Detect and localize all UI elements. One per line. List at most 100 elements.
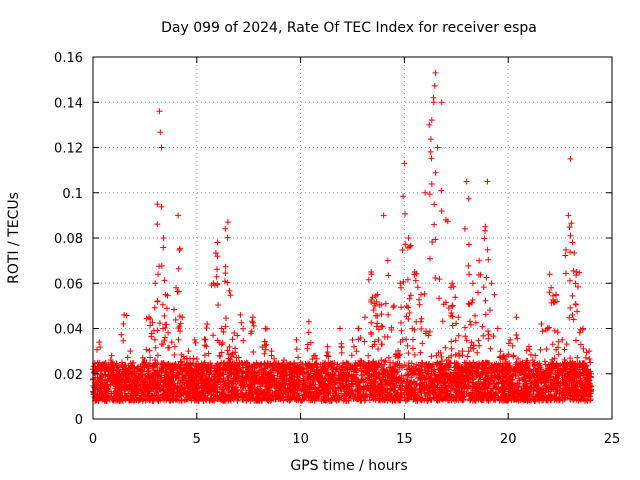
roti-point xyxy=(293,336,300,343)
roti-point xyxy=(588,370,595,377)
roti-point xyxy=(525,343,532,350)
roti-point xyxy=(579,325,586,332)
roti-point xyxy=(156,108,163,115)
x-tick-label: 15 xyxy=(396,432,413,447)
roti-point xyxy=(538,320,545,327)
roti-point xyxy=(108,352,115,359)
roti-point xyxy=(191,336,198,343)
roti-point xyxy=(434,144,441,151)
roti-point xyxy=(397,280,404,287)
roti-point xyxy=(426,121,433,128)
y-tick-label: 0.08 xyxy=(54,232,83,247)
roti-point xyxy=(374,291,381,298)
roti-point xyxy=(488,280,495,287)
y-tick-label: 0.02 xyxy=(54,368,83,383)
roti-point xyxy=(552,291,559,298)
roti-point xyxy=(442,216,449,223)
x-tick-labels: 0 5 10 15 20 25 xyxy=(89,432,620,447)
roti-point xyxy=(262,325,269,332)
roti-point xyxy=(214,239,221,246)
roti-point xyxy=(546,271,553,278)
roti-point xyxy=(160,235,167,241)
roti-point xyxy=(133,375,140,382)
roti-point xyxy=(114,370,121,377)
y-tick-labels: 0 0.02 0.04 0.06 0.08 0.1 0.12 0.14 0.16 xyxy=(54,51,83,428)
roti-scatter-cloud xyxy=(90,82,595,404)
roti-point xyxy=(391,302,398,309)
roti-point xyxy=(168,339,175,346)
x-tick-label: 5 xyxy=(193,432,201,447)
roti-point xyxy=(102,382,109,389)
y-tick-label: 0.1 xyxy=(62,187,83,202)
roti-point xyxy=(401,160,408,167)
roti-point xyxy=(287,375,294,382)
roti-point xyxy=(569,239,576,246)
roti-point xyxy=(501,352,508,359)
roti-point xyxy=(305,318,312,325)
y-tick-label: 0.12 xyxy=(54,142,83,157)
roti-point xyxy=(185,348,192,355)
y-tick-label: 0.04 xyxy=(54,323,83,338)
roti-point xyxy=(139,354,146,361)
roti-point xyxy=(154,201,161,208)
roti-point xyxy=(422,189,429,196)
roti-point xyxy=(127,348,134,355)
roti-point xyxy=(274,366,281,373)
roti-point xyxy=(418,291,425,298)
roti-point xyxy=(224,219,231,226)
roti-point xyxy=(175,212,182,219)
roti-point xyxy=(218,325,225,332)
grid-lines xyxy=(93,57,612,419)
roti-point xyxy=(243,359,250,366)
roti-point xyxy=(210,280,217,287)
roti-point xyxy=(368,268,375,275)
roti-point xyxy=(438,99,445,106)
roti-point xyxy=(343,359,350,366)
roti-point xyxy=(361,314,368,321)
roti-point xyxy=(484,178,491,185)
axis-ticks xyxy=(92,56,613,420)
roti-point xyxy=(469,280,476,287)
roti-point xyxy=(573,268,580,275)
roti-point xyxy=(476,257,483,264)
y-tick-label: 0.06 xyxy=(54,277,83,292)
data-points xyxy=(90,82,595,404)
roti-point xyxy=(513,314,520,321)
roti-point xyxy=(411,268,418,275)
roti-point xyxy=(280,357,287,364)
roti-point xyxy=(146,314,153,321)
roti-point xyxy=(299,370,306,377)
roti-point xyxy=(567,155,574,162)
roti-point xyxy=(330,375,337,382)
roti-point xyxy=(162,291,169,298)
x-tick-label: 25 xyxy=(604,432,621,447)
roti-point xyxy=(459,348,466,355)
roti-point xyxy=(179,314,186,321)
y-tick-label: 0.14 xyxy=(54,96,83,111)
roti-point xyxy=(430,94,437,101)
roti-point xyxy=(455,314,462,321)
y-tick-label: 0.16 xyxy=(54,51,83,66)
roti-point xyxy=(121,311,128,318)
roti-point xyxy=(586,348,593,355)
x-tick-label: 10 xyxy=(292,432,309,447)
roti-point xyxy=(197,366,204,373)
roti-point xyxy=(544,325,551,332)
roti-point xyxy=(318,366,325,373)
roti-point xyxy=(384,257,391,264)
x-tick-label: 20 xyxy=(500,432,517,447)
roti-point xyxy=(152,280,159,287)
roti-point xyxy=(324,343,331,350)
roti-point xyxy=(432,69,439,76)
roti-point xyxy=(204,320,211,327)
roti-point xyxy=(494,325,501,332)
roti-point xyxy=(237,311,244,318)
roti-point xyxy=(158,144,165,151)
roti-point xyxy=(380,212,387,219)
roti-point xyxy=(312,352,319,359)
roti-point xyxy=(249,314,256,321)
roti-point xyxy=(173,284,180,291)
chart-title: Day 099 of 2024, Rate Of TEC Index for r… xyxy=(161,20,537,36)
roti-point xyxy=(349,336,356,343)
x-axis-label: GPS time / hours xyxy=(290,458,407,474)
